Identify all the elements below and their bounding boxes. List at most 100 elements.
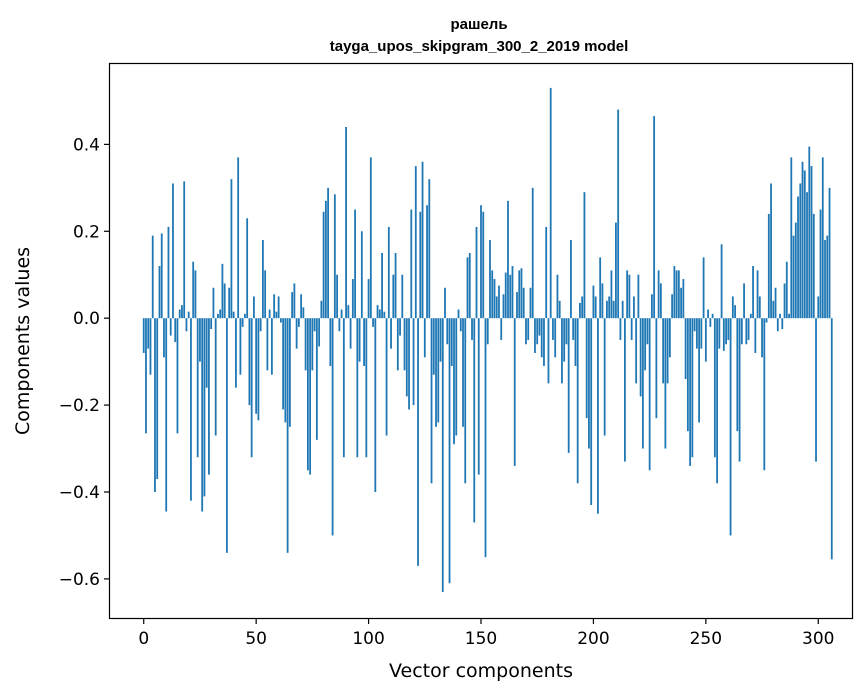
bar — [545, 226, 548, 319]
bar — [543, 318, 545, 366]
chart-title-line1: рашель — [450, 16, 507, 33]
y-tick-label: −0.2 — [59, 396, 100, 416]
bar — [255, 318, 258, 414]
bar — [270, 318, 273, 375]
bar — [403, 318, 406, 371]
bar — [349, 318, 352, 349]
bar — [572, 318, 575, 340]
bar — [493, 279, 496, 319]
bar — [178, 309, 181, 319]
bar — [765, 318, 768, 323]
bar — [462, 318, 464, 427]
x-axis-label: Vector components — [389, 660, 573, 682]
bar — [378, 309, 381, 319]
bar — [154, 318, 156, 492]
bar — [288, 318, 291, 427]
bar — [785, 261, 788, 319]
bar — [183, 181, 186, 319]
bar — [156, 318, 159, 479]
bar — [527, 318, 530, 340]
bar — [174, 318, 177, 343]
bar — [790, 157, 793, 319]
bar — [599, 257, 602, 319]
bar — [655, 318, 658, 419]
bar — [297, 318, 300, 327]
bar — [673, 266, 676, 319]
bar — [273, 294, 276, 319]
bar — [354, 209, 356, 319]
bar — [410, 209, 413, 319]
bar — [405, 318, 408, 397]
bar — [264, 270, 267, 319]
bar — [142, 318, 145, 353]
bar — [657, 270, 660, 319]
bar — [567, 318, 570, 453]
bar — [408, 318, 410, 410]
bar — [489, 239, 491, 319]
bar — [774, 287, 777, 319]
bar — [419, 211, 422, 319]
bar — [549, 87, 552, 319]
bar — [511, 266, 514, 319]
bar — [815, 318, 817, 462]
bar — [331, 318, 334, 536]
bar — [594, 296, 597, 319]
bar — [606, 300, 608, 319]
bar — [592, 285, 595, 319]
bar — [430, 318, 433, 484]
bar — [761, 318, 763, 358]
bar — [707, 309, 709, 319]
bar — [208, 318, 210, 475]
bar — [394, 253, 397, 319]
bar — [181, 305, 183, 319]
bar — [300, 294, 303, 319]
bar — [767, 213, 770, 319]
bar — [304, 318, 307, 371]
bar — [812, 213, 815, 319]
bar — [570, 239, 572, 319]
bar — [498, 285, 500, 319]
bar — [313, 318, 316, 332]
bar — [520, 268, 523, 319]
bar — [275, 311, 278, 319]
bar — [799, 183, 802, 319]
bar — [788, 313, 790, 319]
bar — [205, 318, 208, 388]
bar — [235, 318, 237, 388]
bar — [588, 318, 590, 449]
bar — [199, 318, 201, 362]
bar — [630, 318, 633, 340]
bar — [830, 318, 833, 560]
bar — [491, 270, 494, 319]
bar — [351, 279, 354, 319]
bar — [268, 309, 271, 319]
bar — [507, 200, 509, 319]
bar — [477, 318, 480, 475]
bar — [525, 318, 527, 345]
bar — [579, 302, 581, 319]
bar — [457, 309, 460, 319]
x-tick-label: 0 — [138, 629, 149, 649]
bar — [369, 157, 372, 319]
bar — [792, 235, 795, 319]
bar — [414, 166, 417, 319]
bar — [432, 318, 435, 375]
bar — [217, 313, 219, 319]
bar — [203, 318, 206, 497]
bar — [743, 283, 745, 319]
bar — [716, 318, 718, 484]
bar — [756, 270, 759, 319]
bar — [803, 170, 806, 319]
bar — [444, 287, 446, 319]
bar — [828, 187, 831, 319]
bar — [169, 318, 172, 336]
bar — [306, 318, 309, 471]
bar — [745, 318, 748, 345]
bar — [668, 318, 671, 358]
bar — [558, 300, 561, 319]
bar — [617, 109, 620, 319]
bar — [504, 272, 507, 319]
bar — [381, 253, 383, 319]
bar — [646, 318, 649, 345]
